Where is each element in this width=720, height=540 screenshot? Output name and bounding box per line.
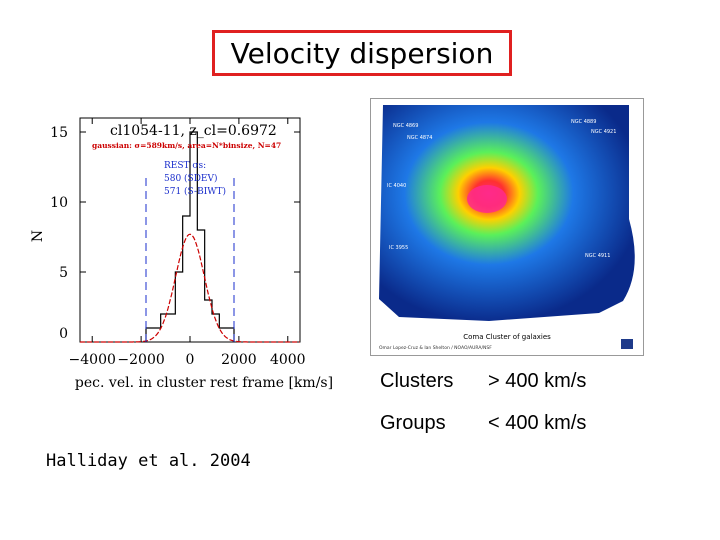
clusters-label: Clusters	[380, 370, 454, 392]
dispersion-annotation: REST σs:	[164, 161, 206, 171]
galaxy-label: NGC 4874	[407, 135, 432, 141]
y-tick-label: 15	[50, 125, 68, 141]
y-axis-label: N	[30, 230, 46, 242]
y-tick-label: 10	[50, 195, 68, 211]
x-tick-label: 2000	[221, 352, 257, 368]
y-tick-label: 5	[59, 265, 68, 281]
slide-title: Velocity dispersion	[230, 36, 494, 70]
x-tick-label: 0	[186, 352, 195, 368]
groups-value: < 400 km/s	[488, 412, 587, 434]
galaxy-label: NGC 4869	[393, 123, 418, 129]
coma-image-title: Coma Cluster of galaxies	[463, 333, 551, 341]
galaxy-label: NGC 4889	[571, 119, 596, 125]
chart-title: cl1054-11, z_cl=0.6972	[110, 123, 277, 139]
y-tick-label: 0	[59, 326, 68, 342]
clusters-value: > 400 km/s	[488, 370, 587, 392]
dispersion-annotation: 580 (SDEV)	[164, 173, 218, 184]
galaxy-label: IC 3955	[389, 245, 408, 251]
chart-subtitle: gaussian: σ=589km/s, area=N*binsize, N=4…	[92, 141, 281, 150]
galaxy-label: NGC 4921	[591, 129, 616, 135]
x-tick-label: −4000	[69, 352, 116, 368]
x-axis-label: pec. vel. in cluster rest frame [km/s]	[75, 375, 333, 391]
coma-core	[467, 185, 507, 213]
coma-image-logo	[621, 339, 633, 349]
citation: Halliday et al. 2004	[46, 451, 251, 471]
x-tick-label: −2000	[117, 352, 164, 368]
slide-title-box: Velocity dispersion	[212, 30, 512, 76]
galaxy-label: IC 4040	[387, 183, 406, 189]
x-tick-label: 4000	[270, 352, 306, 368]
dispersion-annotation: 571 (S-BIWT)	[164, 186, 226, 197]
histogram-bars	[145, 131, 235, 342]
coma-cluster-image: NGC 4869 NGC 4874 NGC 4889 NGC 4921 IC 4040 N…	[370, 98, 644, 356]
galaxy-label: NGC 4911	[585, 253, 610, 259]
coma-xray-emission	[379, 105, 635, 321]
histogram-chart: −4000 −2000 0 2000 4000 0 5 10 15 cl1054-11, z_cl…	[30, 117, 333, 391]
coma-image-credit: Omar Lopez-Cruz & Ian Shelton / NOAO/AUR…	[379, 345, 492, 351]
gaussian-curve	[80, 233, 300, 343]
groups-label: Groups	[380, 412, 446, 434]
